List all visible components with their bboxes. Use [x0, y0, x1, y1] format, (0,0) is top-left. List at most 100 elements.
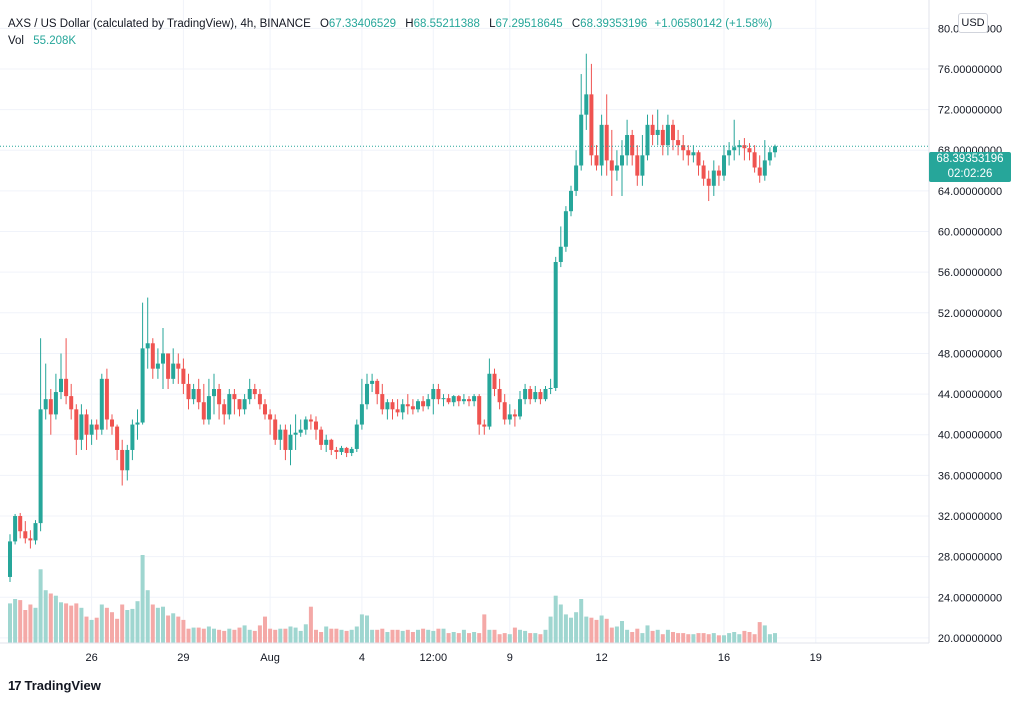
candle-body	[329, 439, 334, 450]
candle-body	[456, 396, 461, 402]
volume-bar	[757, 622, 762, 643]
candle-body	[594, 155, 599, 166]
volume-bar	[711, 633, 716, 643]
volume-bar	[38, 569, 43, 643]
volume-bar	[298, 630, 303, 643]
volume-bar	[451, 632, 456, 643]
volume-bar	[64, 603, 69, 643]
volume-bar	[319, 632, 324, 643]
volume-bar	[79, 607, 84, 643]
candle-body	[293, 432, 298, 435]
volume-bar	[252, 630, 257, 643]
candle-body	[395, 409, 400, 413]
tradingview-logo-icon: 17	[8, 678, 22, 693]
candle-body	[645, 124, 650, 156]
volume-bar	[553, 595, 558, 643]
candle-body	[405, 404, 410, 407]
candle-body	[370, 380, 375, 384]
y-tick-label: 48.00000000	[938, 348, 1002, 360]
candle-body	[416, 401, 420, 410]
volume-bar	[405, 629, 410, 643]
candle-body	[732, 147, 737, 151]
volume-bar	[716, 635, 721, 643]
candle-body	[762, 160, 767, 176]
volume-bar	[497, 634, 502, 643]
candle-body	[451, 396, 456, 403]
volume-bar	[579, 599, 584, 643]
candle-body	[135, 422, 140, 425]
volume-bar	[558, 604, 563, 643]
volume-bar	[130, 608, 135, 643]
candle-body	[737, 145, 742, 148]
candle-body	[191, 389, 196, 400]
candle-body	[773, 146, 777, 153]
candle-body	[467, 399, 471, 402]
volume-bar	[89, 619, 94, 643]
volume-bar	[59, 602, 63, 643]
candle-body	[512, 414, 517, 417]
tradingview-logo-text: TradingView	[24, 678, 101, 693]
chart-grid	[0, 0, 929, 643]
volume-bar	[487, 629, 492, 643]
volume-bar	[232, 629, 237, 643]
symbol-title[interactable]: AXS / US Dollar (calculated by TradingVi…	[8, 18, 311, 30]
candle-body	[74, 409, 79, 440]
x-tick-label: 12:00	[420, 652, 448, 664]
volume-bars	[8, 555, 777, 643]
volume-bar	[120, 604, 125, 643]
candle-body	[273, 419, 278, 440]
candle-body	[13, 516, 18, 542]
candle-body	[620, 155, 624, 166]
candle-body	[89, 424, 94, 435]
volume-bar	[696, 633, 701, 643]
volume-bar	[533, 633, 538, 643]
candle-body	[563, 211, 568, 247]
y-tick-label: 64.00000000	[938, 186, 1002, 198]
volume-bar	[722, 635, 726, 643]
volume-bar	[13, 599, 18, 643]
candle-body	[477, 396, 482, 425]
volume-bar	[217, 629, 222, 643]
chart-legend: AXS / US Dollar (calculated by TradingVi…	[8, 16, 772, 50]
volume-bar	[563, 614, 568, 643]
candle-body	[344, 447, 349, 454]
volume-bar	[329, 628, 334, 643]
y-tick-label: 36.00000000	[938, 470, 1002, 482]
candle-body	[43, 399, 48, 410]
volume-bar	[181, 619, 186, 643]
volume-bar	[446, 633, 451, 643]
candlesticks	[8, 53, 777, 583]
candle-body	[263, 404, 267, 415]
candle-body	[94, 424, 99, 430]
candle-body	[150, 343, 155, 369]
candle-body	[349, 448, 354, 454]
tradingview-logo[interactable]: 17 TradingView	[8, 678, 101, 693]
currency-button[interactable]: USD	[958, 13, 988, 33]
candle-body	[640, 155, 645, 176]
volume-bar	[293, 627, 298, 643]
volume-bar	[625, 629, 630, 643]
volume-bar	[48, 593, 53, 643]
volume-bar	[247, 629, 252, 643]
volume-bar	[502, 633, 507, 643]
volume-bar	[145, 590, 150, 643]
volume-bar	[104, 607, 109, 643]
x-tick-label: 12	[595, 652, 607, 664]
volume-bar	[467, 633, 471, 643]
y-tick-label: 40.00000000	[938, 430, 1002, 442]
candle-body	[492, 373, 497, 389]
volume-bar	[237, 627, 242, 643]
volume-bar	[604, 618, 609, 643]
volume-bar	[635, 628, 640, 643]
candle-body	[181, 368, 186, 384]
volume-bar	[737, 634, 742, 643]
candle-body	[176, 363, 181, 369]
volume-bar	[23, 610, 28, 643]
candle-body	[548, 387, 553, 389]
volume-bar	[416, 629, 420, 643]
candle-body	[324, 439, 329, 445]
volume-bar	[288, 626, 293, 643]
candle-body	[247, 389, 252, 400]
candle-body	[145, 343, 150, 349]
